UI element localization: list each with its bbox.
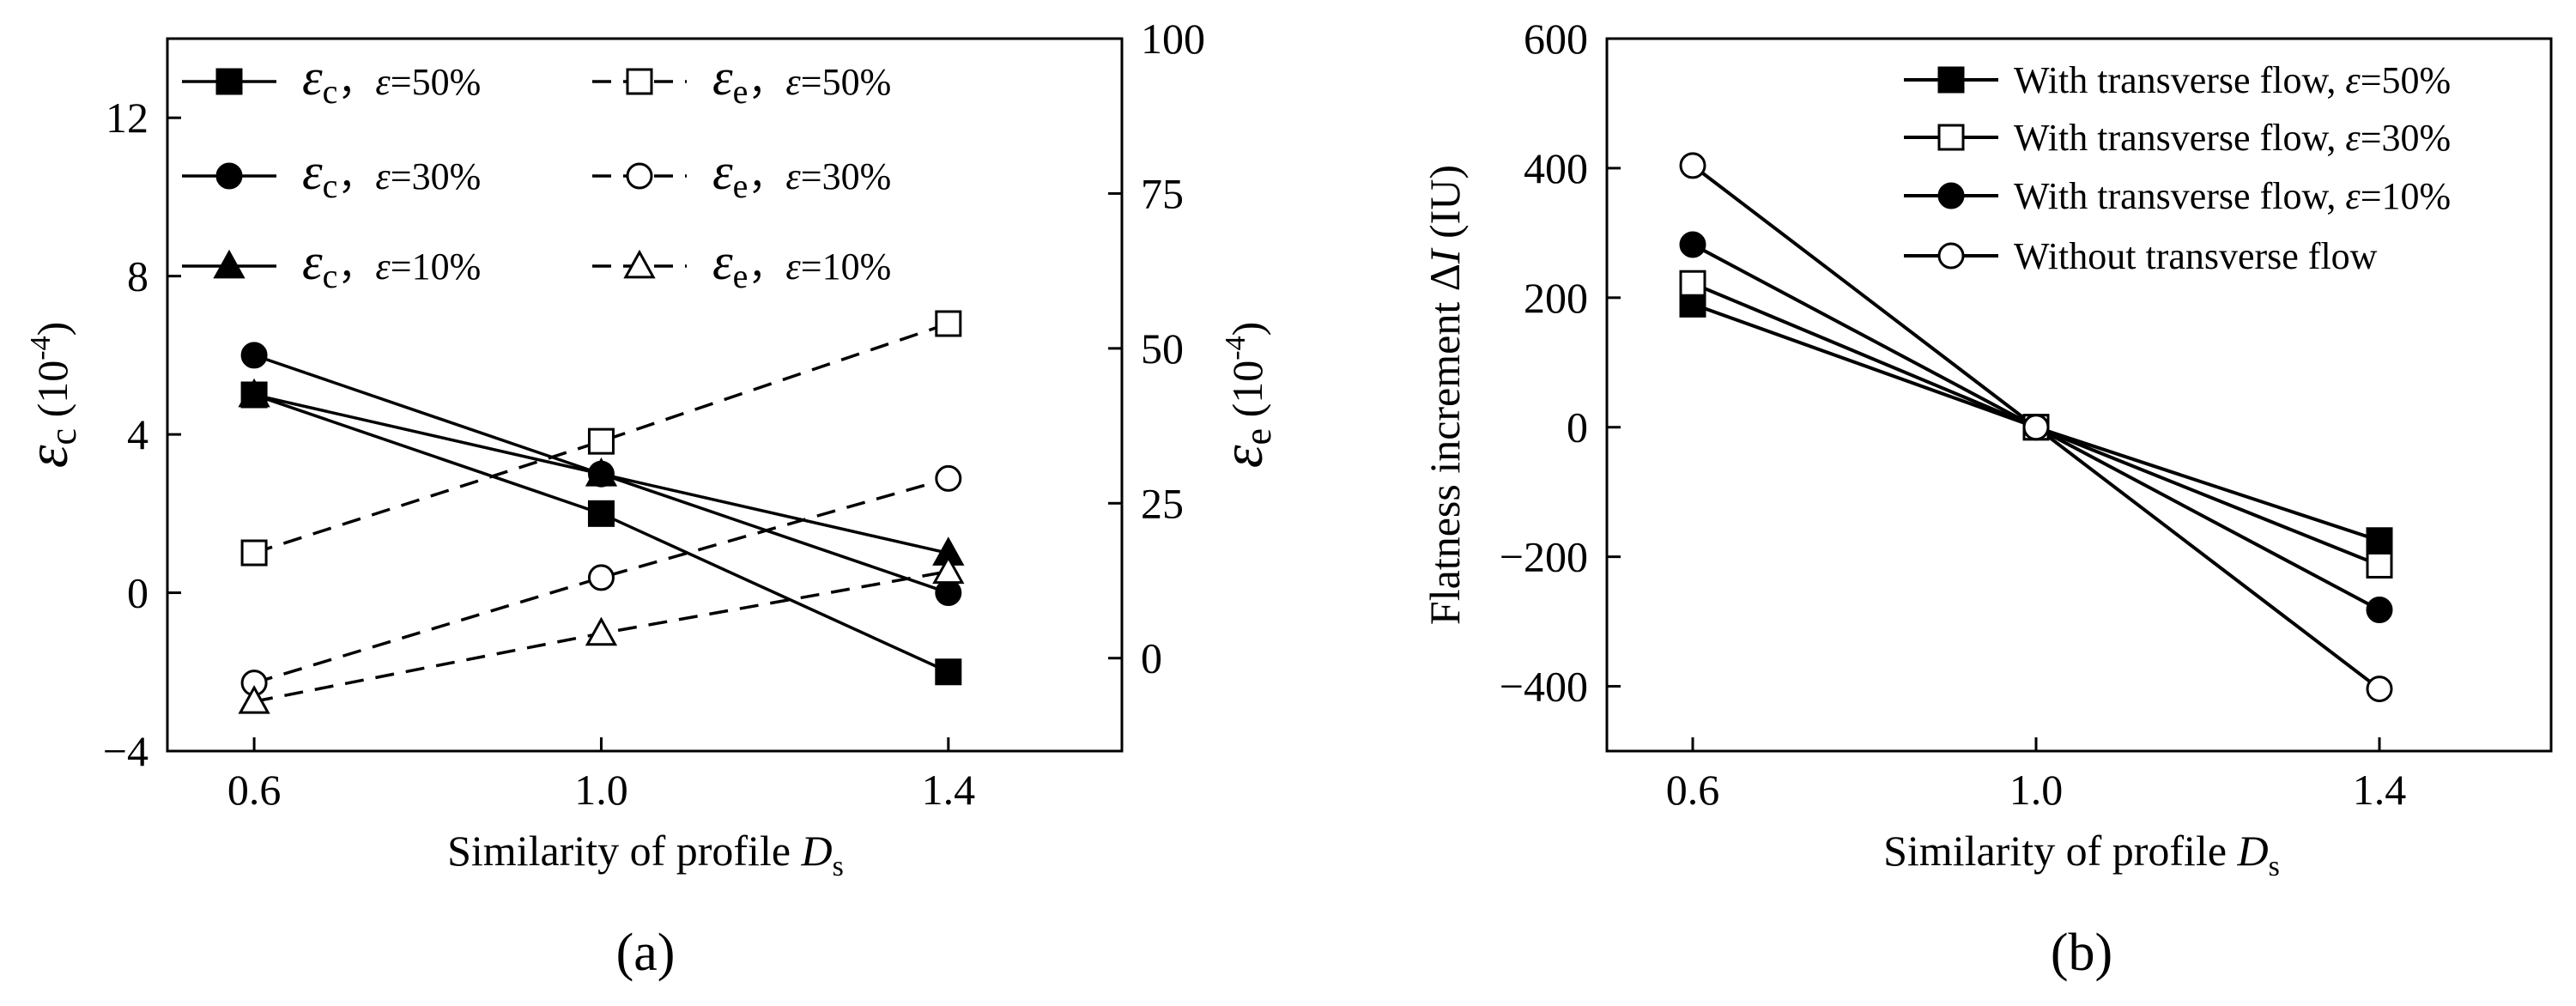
panel-a-series-5-point	[585, 616, 618, 646]
panel-a-right-tick-label: 25	[1141, 479, 1184, 527]
panel-b-plot-frame	[1605, 37, 2553, 753]
panel-b-legend: With transverse flow, ε=50% With transver…	[1904, 59, 2451, 277]
panel-a-right-tick-label: 0	[1141, 634, 1162, 682]
panel-a-left-tick-label: 0	[127, 569, 148, 617]
panel-a-legend-marker-0	[215, 68, 243, 95]
panel-b-y-tick-label: 0	[1567, 403, 1588, 451]
panel-a-x-tick-label: 1.4	[922, 766, 976, 814]
panel-a-legend-label-0: εc，ε=50%	[302, 49, 481, 111]
panel-a-right-axis-label: εe (10-4)	[1209, 322, 1279, 468]
panel-b-x-tick-label: 0.6	[1666, 766, 1720, 814]
panel-a-series-0-point	[935, 658, 962, 686]
panel-b-y-tick-label: 400	[1524, 144, 1588, 192]
panel-a-series-1-point	[935, 579, 962, 607]
panel-a-left-tick-label: 4	[127, 410, 148, 458]
panel-a-series-0-point	[587, 500, 615, 527]
panel-a-right-tick-label: 75	[1141, 169, 1184, 217]
panel-b-x-tick-label: 1.4	[2353, 766, 2407, 814]
panel-a-legend-label-2: εc，ε=10%	[302, 233, 481, 295]
panel-a-legend-marker-5	[623, 249, 656, 279]
panel-a-chart: 0.6 1.0 1.4 −4 0 4 8 12 0 25 50 75 100 εc (10-4) εe …	[15, 15, 1279, 982]
panel-a-series-2-point	[585, 458, 618, 487]
panel-a-series-3-point	[935, 310, 962, 337]
panel-b-x-axis-label: Similarity of profile Ds	[1883, 827, 2280, 882]
panel-a-plot-frame	[166, 37, 1124, 753]
panel-a-legend-label-5: εe，ε=10%	[712, 233, 891, 295]
panel-a-series-4-point	[587, 564, 615, 591]
panel-a-right-tick-label: 100	[1141, 15, 1205, 63]
panel-b-label: (b)	[2051, 924, 2112, 982]
panel-b-legend-marker-0	[1937, 66, 1965, 94]
panel-a-legend-marker-1	[215, 162, 243, 190]
panel-b-y-tick-label: 600	[1524, 15, 1588, 63]
panel-b-series-3-point	[2022, 414, 2050, 441]
panel-a-x-tick-label: 0.6	[227, 766, 282, 814]
panel-a-left-tick-label: −4	[103, 727, 148, 775]
panel-a-legend-marker-4	[626, 162, 653, 190]
panel-a-legend-marker-2	[213, 249, 245, 279]
panel-b-series-2-point	[1679, 231, 1706, 258]
panel-a-series-5-point	[238, 685, 270, 714]
panel-a-series-1-point	[240, 342, 268, 369]
panel-a-x-tick-label: 1.0	[574, 766, 628, 814]
panel-b-legend-marker-2	[1937, 182, 1965, 209]
panel-b-series-1-point	[2366, 551, 2393, 579]
panel-a-series-2-point	[238, 378, 270, 408]
panel-b-series-markers	[1679, 152, 2393, 703]
panel-b-series-3-point	[2366, 676, 2393, 703]
panel-a-left-tick-label: 8	[127, 252, 148, 300]
panel-a-label: (a)	[616, 924, 676, 982]
panel-a-legend-label-1: εc，ε=30%	[302, 143, 481, 205]
panel-a-series-markers	[238, 310, 965, 714]
panel-a-left-tick-label: 12	[106, 94, 148, 142]
panel-a-left-axis-label: εc (10-4)	[15, 322, 84, 468]
panel-a-series-5-point	[932, 555, 965, 585]
panel-a-legend-label-3: εe，ε=50%	[712, 49, 891, 111]
panel-b-legend-label-0: With transverse flow, ε=50%	[2014, 59, 2451, 101]
panel-b-x-tick-label: 1.0	[2009, 766, 2064, 814]
panel-b-legend-marker-1	[1937, 124, 1965, 151]
panel-b-y-axis-label: Flatness increment ΔI (IU)	[1421, 165, 1469, 625]
panel-b-legend-label-1: With transverse flow, ε=30%	[2014, 117, 2451, 159]
panel-b-chart: 0.6 1.0 1.4 −400 −200 0 200 400 600 Flatness inc…	[1421, 15, 2553, 982]
panel-b-series-2-point	[2366, 597, 2393, 624]
panel-b-ticks: 0.6 1.0 1.4 −400 −200 0 200 400 600	[1500, 15, 2406, 814]
panel-a-legend-label-4: εe，ε=30%	[712, 143, 891, 205]
panel-b-legend-label-2: With transverse flow, ε=10%	[2014, 175, 2451, 217]
panel-a-ticks: 0.6 1.0 1.4 −4 0 4 8 12 0 25 50 75 100	[103, 15, 1205, 814]
panel-b-y-tick-label: 200	[1524, 274, 1588, 322]
panel-b-series-3-point	[1679, 152, 1706, 179]
panel-a-series-3-point	[587, 427, 615, 455]
panel-b-series-1-point	[1679, 270, 1706, 297]
panel-b-y-tick-label: −400	[1500, 663, 1588, 711]
panel-a-series-4-line	[253, 476, 949, 685]
panel-b-legend-label-3: Without transverse flow	[2014, 235, 2378, 277]
panel-a-legend: εc，ε=50% εc，ε=30% εc，ε=10% εe，ε=50% εe，ε=30%…	[182, 49, 891, 295]
panel-a-legend-marker-3	[626, 68, 653, 95]
panel-b-y-tick-label: −200	[1500, 533, 1588, 581]
panel-b-legend-marker-3	[1937, 242, 1965, 270]
panel-a-series-4-point	[935, 464, 962, 492]
panel-a-series-3-point	[240, 539, 268, 567]
panel-b-series-0-point	[2366, 527, 2393, 555]
panel-a-x-axis-label: Similarity of profile Ds	[447, 827, 844, 882]
panel-a-right-tick-label: 50	[1141, 324, 1184, 373]
